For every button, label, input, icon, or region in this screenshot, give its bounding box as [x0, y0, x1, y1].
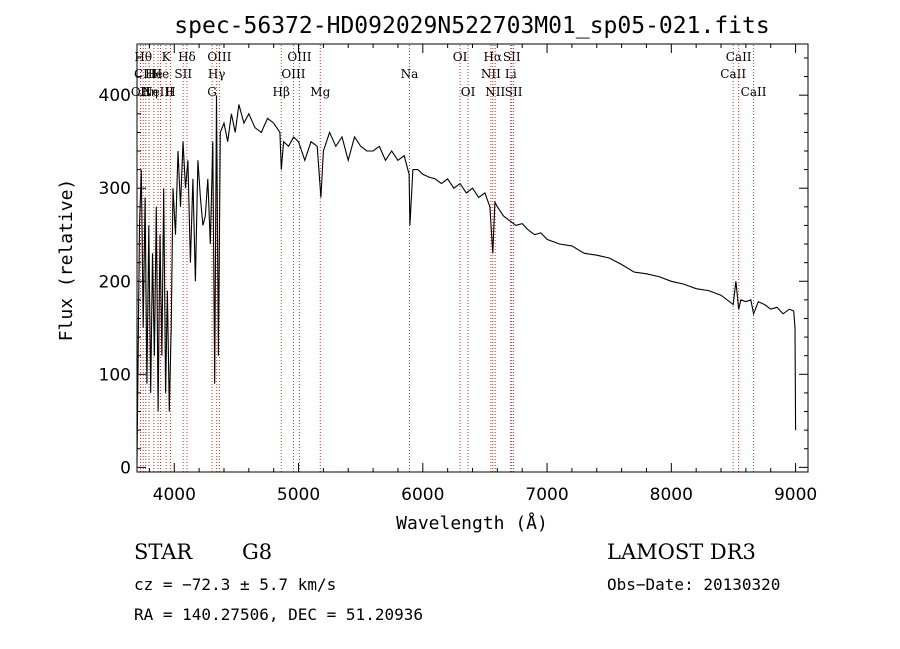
line-label: Hθ	[134, 50, 152, 64]
line-label: G	[207, 85, 217, 99]
flux-line	[136, 95, 797, 463]
line-label: SII	[174, 67, 192, 81]
x-tick-label: 8000	[650, 485, 693, 505]
line-label: NeIII	[142, 85, 174, 99]
line-label: OI	[453, 50, 468, 64]
line-label: CaII	[720, 67, 746, 81]
x-tick-label: 5000	[277, 485, 320, 505]
axis-ticks: 4000 5000 6000 7000 8000 9000 0 100 200 300 400	[99, 44, 817, 505]
y-tick-label: 400	[99, 86, 131, 106]
y-tick-label: 0	[120, 458, 131, 478]
line-label: Hδ	[178, 50, 196, 64]
y-axis-label: Flux (relative)	[56, 179, 77, 342]
line-label: Mg	[310, 85, 330, 99]
x-tick-label: 4000	[153, 485, 196, 505]
x-tick-label: 7000	[525, 485, 568, 505]
line-label: OIII	[287, 50, 311, 64]
line-label: CaII	[741, 85, 767, 99]
plot-frame	[136, 43, 809, 473]
line-label: SII	[503, 50, 521, 64]
x-tick-label: 9000	[774, 485, 817, 505]
line-label: OI	[461, 85, 476, 99]
line-label: Li	[505, 67, 517, 81]
line-label: Hβ	[273, 85, 290, 99]
line-label: Hγ	[208, 67, 226, 81]
spectrum-series	[136, 95, 797, 463]
line-label: OIII	[207, 50, 231, 64]
line-label: H	[165, 85, 175, 99]
obs-date: Obs−Date: 20130320	[607, 575, 781, 594]
x-tick-label: 6000	[401, 485, 444, 505]
line-label: SII	[505, 85, 523, 99]
line-label: CaII	[726, 50, 752, 64]
y-tick-label: 100	[99, 365, 131, 385]
x-axis-label: Wavelength (Å)	[396, 512, 548, 534]
y-tick-label: 300	[99, 179, 131, 199]
line-label: He	[145, 67, 163, 81]
chart-title: spec-56372-HD092029N522703M01_sp05-021.f…	[174, 13, 769, 39]
emission-line-markers: OIIHθCIIIHηHeNeIIIHeKHSIIHδGHγOIIIHβOIII…	[131, 45, 767, 472]
line-label: He	[152, 67, 170, 81]
y-tick-label: 200	[99, 272, 131, 292]
survey-name: LAMOST DR3	[607, 540, 756, 564]
redshift-info: cz = −72.3 ± 5.7 km/s	[134, 575, 337, 594]
line-label: CIII	[134, 67, 158, 81]
coordinates: RA = 140.27506, DEC = 51.20936	[134, 605, 423, 624]
line-label: NII	[481, 67, 501, 81]
line-label: OIII	[281, 67, 305, 81]
line-label: Hα	[483, 50, 502, 64]
line-label: Na	[401, 67, 419, 81]
subclass: G8	[242, 540, 273, 564]
line-label: NII	[485, 85, 505, 99]
line-label: K	[162, 50, 172, 64]
object-type: STAR	[134, 540, 193, 564]
